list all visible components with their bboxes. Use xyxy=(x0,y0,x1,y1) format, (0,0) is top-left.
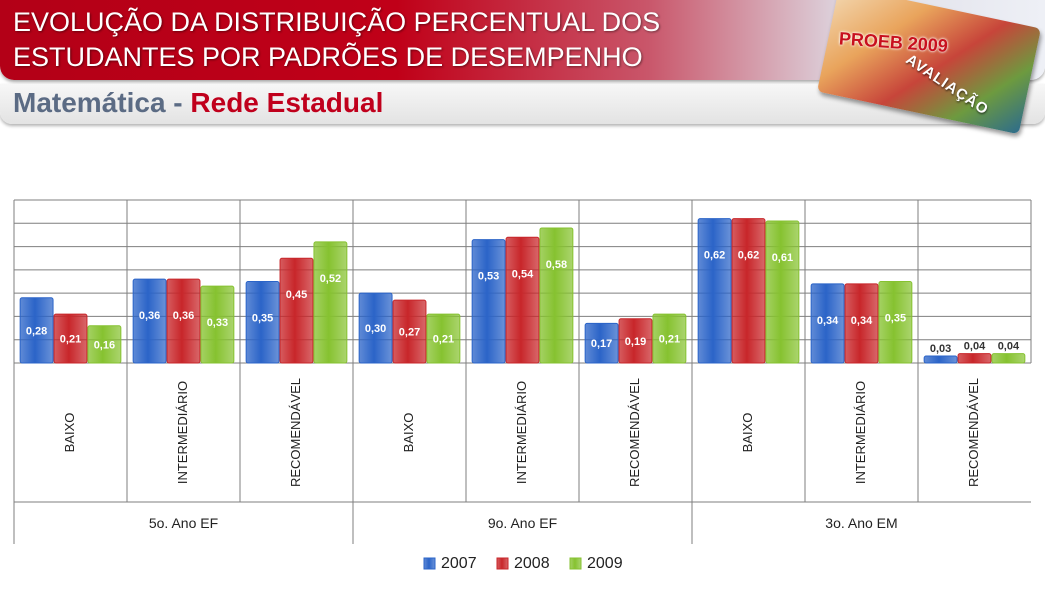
bar-2007-7 xyxy=(697,218,732,364)
bar-2009-4 xyxy=(426,313,461,364)
category-label: INTERMEDIÁRIO xyxy=(175,381,190,484)
legend-swatch-2007 xyxy=(423,557,436,570)
category-label: RECOMENDÁVEL xyxy=(966,378,981,487)
data-label: 0,03 xyxy=(930,343,951,355)
bar-2008-5 xyxy=(505,236,540,364)
bar-2007-3 xyxy=(245,281,280,364)
page-subtitle: Matemática - Rede Estadual xyxy=(13,87,383,119)
bar-2008-2 xyxy=(166,278,201,364)
bar-2009-5 xyxy=(539,227,574,364)
data-label: 0,61 xyxy=(772,252,793,264)
bar-2008-4 xyxy=(392,299,427,364)
bar-2009-1 xyxy=(87,325,122,364)
legend-label-2008: 2008 xyxy=(514,555,550,572)
data-label: 0,62 xyxy=(704,250,725,262)
group-label: 3o. Ano EM xyxy=(825,515,897,531)
data-label: 0,21 xyxy=(60,334,81,346)
bar-2007-5 xyxy=(471,239,506,364)
group-label: 5o. Ano EF xyxy=(149,515,218,531)
bar-2009-8 xyxy=(878,281,913,364)
data-label: 0,27 xyxy=(399,327,420,339)
category-label: RECOMENDÁVEL xyxy=(288,378,303,487)
legend-swatch-2009 xyxy=(569,557,582,570)
data-label: 0,54 xyxy=(512,268,534,280)
data-label: 0,53 xyxy=(478,271,499,283)
network-label: Rede Estadual xyxy=(190,87,384,118)
data-label: 0,34 xyxy=(851,315,873,327)
bar-2007-9 xyxy=(923,355,958,364)
data-label: 0,04 xyxy=(964,341,986,353)
data-label: 0,36 xyxy=(173,310,194,322)
data-label: 0,04 xyxy=(998,341,1020,353)
category-label: BAIXO xyxy=(62,413,77,453)
bar-2008-8 xyxy=(844,283,879,364)
group-label: 9o. Ano EF xyxy=(488,515,557,531)
legend-label-2009: 2009 xyxy=(587,555,623,572)
data-label: 0,30 xyxy=(365,323,386,335)
data-label: 0,21 xyxy=(433,334,454,346)
bar-2008-9 xyxy=(957,353,992,364)
bar-2007-8 xyxy=(810,283,845,364)
bar-2009-6 xyxy=(652,313,687,364)
bar-2007-4 xyxy=(358,292,393,364)
legend-swatch-2008 xyxy=(496,557,509,570)
category-label: INTERMEDIÁRIO xyxy=(514,381,529,484)
data-label: 0,52 xyxy=(320,273,341,285)
data-label: 0,62 xyxy=(738,250,759,262)
logo-title: PROEB 2009 xyxy=(838,28,949,56)
logo-subtitle: AVALIAÇÃO xyxy=(902,50,992,119)
bar-2009-3 xyxy=(313,241,348,364)
data-label: 0,33 xyxy=(207,317,228,329)
bar-2008-1 xyxy=(53,313,88,364)
legend-label-2007: 2007 xyxy=(441,555,477,572)
bar-chart: 0,28 0,36 0,35 0,30 0,53 0,17 0,62 0,34 0,03 0,21… xyxy=(13,199,1032,572)
bar-2009-2 xyxy=(200,285,235,364)
bar-2008-7 xyxy=(731,218,766,364)
bar-2008-6 xyxy=(618,318,653,364)
bar-2007-6 xyxy=(584,322,619,364)
data-label: 0,17 xyxy=(591,338,612,350)
data-label: 0,19 xyxy=(625,336,646,348)
subtitle-separator: - xyxy=(173,87,183,118)
data-label: 0,28 xyxy=(26,325,47,337)
bar-2007-1 xyxy=(19,297,54,364)
data-label: 0,16 xyxy=(94,339,115,351)
data-label: 0,35 xyxy=(252,313,273,325)
data-label: 0,58 xyxy=(546,259,567,271)
bar-2007-2 xyxy=(132,278,167,364)
subject-label: Matemática xyxy=(13,87,166,118)
category-label: BAIXO xyxy=(740,413,755,453)
bar-2009-9 xyxy=(991,353,1026,364)
data-label: 0,21 xyxy=(659,334,680,346)
bar-2008-3 xyxy=(279,257,314,364)
bar-2009-7 xyxy=(765,220,800,364)
data-label: 0,35 xyxy=(885,313,906,325)
page-title-line-2: ESTUDANTES POR PADRÕES DE DESEMPENHO xyxy=(13,42,643,72)
data-label: 0,36 xyxy=(139,310,160,322)
data-label: 0,45 xyxy=(286,289,307,301)
data-label: 0,34 xyxy=(817,315,839,327)
category-label: BAIXO xyxy=(401,413,416,453)
page-title-line-1: EVOLUÇÃO DA DISTRIBUIÇÃO PERCENTUAL DOS xyxy=(13,7,661,37)
category-label: RECOMENDÁVEL xyxy=(627,378,642,487)
category-label: INTERMEDIÁRIO xyxy=(853,381,868,484)
